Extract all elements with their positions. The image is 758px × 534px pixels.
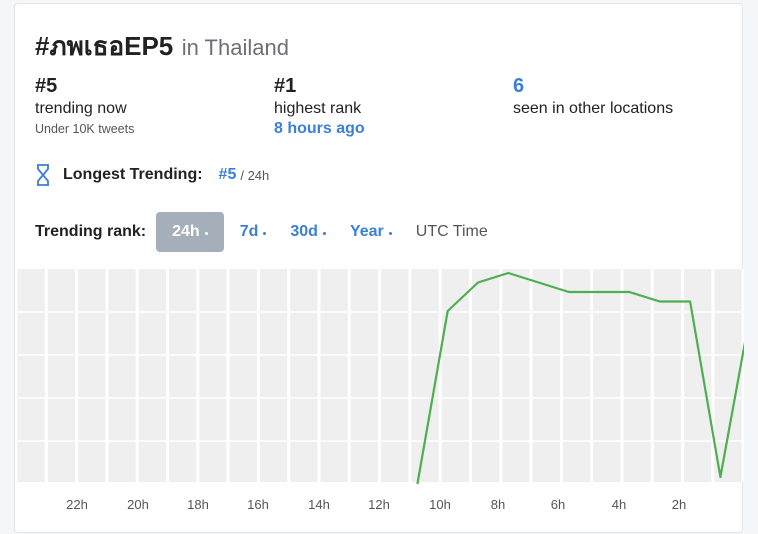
- stat-other-locations[interactable]: 6 seen in other locations: [513, 74, 673, 120]
- rank-tabs: Trending rank: 24h 7d 30d Year UTC Time: [35, 212, 504, 252]
- tab-7d-label: 7d: [239, 223, 259, 240]
- hourglass-icon: [37, 164, 49, 186]
- tab-dot: [263, 232, 267, 235]
- tab-dot: [204, 232, 208, 235]
- highest-rank-value: #1: [274, 75, 297, 97]
- stat-current-rank: #5 trending now Under 10K tweets: [35, 74, 134, 138]
- trending-rank-label: Trending rank:: [35, 223, 147, 240]
- tab-24h-label: 24h: [172, 223, 200, 240]
- tab-24h[interactable]: 24h: [156, 212, 224, 252]
- x-tick-label: 4h: [612, 497, 626, 512]
- x-tick-label: 14h: [308, 497, 330, 512]
- x-tick-label: 22h: [66, 497, 88, 512]
- stat-highest-rank: #1 highest rank 8 hours ago: [274, 74, 365, 138]
- x-tick-label: 16h: [247, 497, 269, 512]
- trending-rank-chart: 22h 20h 18h 16h 14h 12h 10h 8h 6h 4h 2h: [15, 269, 744, 512]
- trend-card: #ภพเธอEP5 in Thailand #5 trending now Un…: [14, 3, 744, 533]
- x-tick-label: 18h: [187, 497, 209, 512]
- tab-7d[interactable]: 7d: [232, 212, 275, 252]
- other-locations-count[interactable]: 6: [513, 75, 525, 97]
- x-tick-label: 12h: [368, 497, 390, 512]
- tweet-count-label: Under 10K tweets: [35, 122, 135, 136]
- chart-line: [416, 271, 744, 485]
- current-rank-label: trending now: [35, 100, 127, 117]
- x-tick-label: 6h: [551, 497, 565, 512]
- rank-series-line: [416, 271, 744, 485]
- location-text: in Thailand: [181, 35, 289, 60]
- chart-x-axis: 22h 20h 18h 16h 14h 12h 10h 8h 6h 4h 2h: [66, 497, 686, 512]
- longest-trending-period: / 24h: [240, 167, 270, 183]
- chart-grid: [15, 269, 744, 482]
- page-title: #ภพเธอEP5 in Thailand: [35, 26, 289, 67]
- tab-30d[interactable]: 30d: [282, 212, 334, 252]
- highest-rank-time-link[interactable]: 8 hours ago: [274, 120, 365, 137]
- other-locations-label: seen in other locations: [513, 100, 674, 117]
- x-tick-label: 10h: [429, 497, 451, 512]
- x-tick-label: 8h: [491, 497, 505, 512]
- highest-rank-label: highest rank: [274, 100, 362, 117]
- longest-trending: Longest Trending: #5 / 24h: [35, 164, 269, 186]
- longest-trending-label: Longest Trending:: [63, 166, 203, 183]
- utc-time-toggle[interactable]: UTC Time: [408, 212, 496, 252]
- tab-30d-label: 30d: [290, 223, 318, 240]
- tab-year-label: Year: [349, 223, 384, 240]
- x-tick-label: 20h: [127, 497, 149, 512]
- longest-trending-value[interactable]: #5: [218, 166, 237, 183]
- utc-time-label: UTC Time: [415, 223, 488, 240]
- tab-year[interactable]: Year: [342, 212, 400, 252]
- hashtag-title: #ภพเธอEP5: [35, 31, 174, 61]
- tab-dot: [388, 232, 392, 235]
- x-tick-label: 2h: [672, 497, 686, 512]
- tab-dot: [322, 232, 326, 235]
- current-rank-value: #5: [35, 75, 58, 97]
